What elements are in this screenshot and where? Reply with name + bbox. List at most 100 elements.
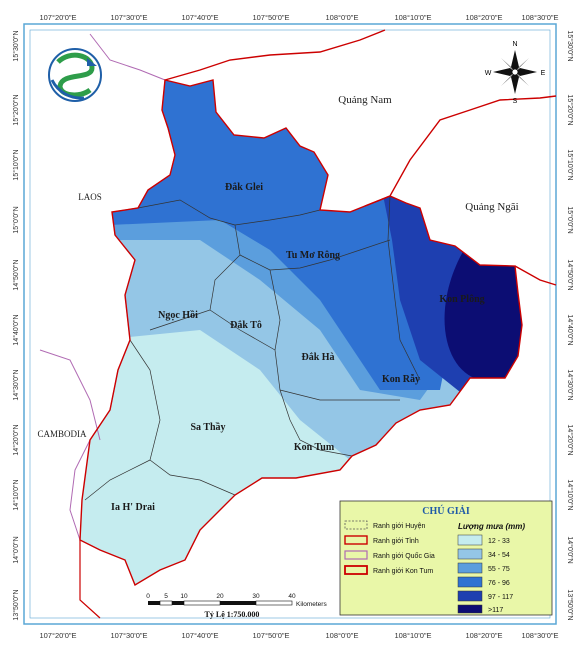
coord-top-5: 108°10'0"E xyxy=(394,13,431,22)
agency-logo xyxy=(48,48,102,102)
coord-left-7: 14°20'0"N xyxy=(12,424,20,455)
top-coordinates: 107°20'0"E 107°30'0"E 107°40'0"E 107°50'… xyxy=(39,13,558,22)
label-laos: LAOS xyxy=(78,192,102,202)
region-labels: Quảng Nam Quảng Ngãi LAOS CAMBODIA xyxy=(37,94,518,439)
compass-rose: N S W E xyxy=(485,41,546,105)
scale-ratio: Tỷ Lệ 1:750.000 xyxy=(205,610,260,619)
legend-swatch-rain-2 xyxy=(457,562,483,574)
coord-top-6: 108°20'0"E xyxy=(465,13,502,22)
legend-box xyxy=(339,500,553,616)
coord-left-1: 15°20'0"N xyxy=(12,94,20,125)
coord-top-7: 108°30'0"E xyxy=(521,13,558,22)
compass-s: S xyxy=(513,98,518,105)
legend-swatch-rain-3 xyxy=(457,576,483,588)
bottom-coordinates: 107°20'0"E 107°30'0"E 107°40'0"E 107°50'… xyxy=(39,631,558,640)
coord-top-0: 107°20'0"E xyxy=(39,13,76,22)
legend-title: CHÚ GIẢI xyxy=(422,505,470,517)
province-border-quang-nam-north xyxy=(164,29,386,81)
district-boundaries xyxy=(84,195,421,501)
left-coordinates: 15°30'0"N 15°20'0"N 15°10'0"N 15°0'0"N 1… xyxy=(12,30,20,620)
coord-right-4: 14°50'0"N xyxy=(566,259,574,290)
legend-label-national: Ranh giới Quốc Gia xyxy=(373,551,435,560)
legend-label-rain-3: 76 - 96 xyxy=(488,580,510,587)
coord-left-0: 15°30'0"N xyxy=(12,30,20,61)
coord-bottom-0: 107°20'0"E xyxy=(39,631,76,640)
zone-over-117 xyxy=(444,240,522,380)
label-dak-glei: Đắk Glei xyxy=(225,182,263,193)
legend-swatch-province xyxy=(344,535,368,545)
coord-top-1: 107°30'0"E xyxy=(110,13,147,22)
legend-swatch-rain-5 xyxy=(457,604,483,614)
district-labels: Đắk Glei Tu Mơ Rông Kon Plông Ngọc Hồi Đ… xyxy=(111,182,485,513)
coord-bottom-2: 107°40'0"E xyxy=(181,631,218,640)
coord-top-3: 107°50'0"E xyxy=(252,13,289,22)
scale-tick-20: 20 xyxy=(216,593,224,600)
legend-label-rain-0: 12 - 33 xyxy=(488,538,510,545)
compass-n: N xyxy=(512,41,517,48)
legend-swatch-rain-0 xyxy=(457,534,483,546)
coord-left-4: 14°50'0"N xyxy=(12,259,20,290)
label-cambodia: CAMBODIA xyxy=(37,429,87,439)
label-dak-ha: Đắk Hà xyxy=(301,352,334,363)
label-kon-plong: Kon Plông xyxy=(439,294,484,305)
compass-w: W xyxy=(485,70,492,77)
coord-bottom-6: 108°20'0"E xyxy=(465,631,502,640)
legend-swatch-rain-1 xyxy=(457,548,483,560)
coord-left-10: 13°50'0"N xyxy=(12,589,20,620)
legend-rain-classes: 12 - 33 34 - 54 55 - 75 76 - 96 97 - 117… xyxy=(457,534,513,614)
right-coordinates: 15°30'0"N 15°20'0"N 15°10'0"N 15°0'0"N 1… xyxy=(566,30,574,620)
label-kon-tum: Kon Tum xyxy=(294,442,335,453)
coord-left-2: 15°10'0"N xyxy=(12,149,20,180)
coord-right-3: 15°0'0"N xyxy=(566,206,574,233)
coord-bottom-5: 108°10'0"E xyxy=(394,631,431,640)
legend-label-rain-5: >117 xyxy=(488,607,503,614)
label-tu-mo-rong: Tu Mơ Rông xyxy=(286,250,340,261)
label-ia-h-drai: Ia H' Drai xyxy=(111,502,155,513)
coord-right-5: 14°40'0"N xyxy=(566,314,574,345)
legend-swatch-district xyxy=(344,520,368,530)
coord-right-1: 15°20'0"N xyxy=(566,94,574,125)
coord-left-9: 14°0'0"N xyxy=(12,536,20,563)
coord-top-4: 108°0'0"E xyxy=(326,13,359,22)
coord-right-9: 14°0'0"N xyxy=(566,536,574,563)
legend-swatch-rain-4 xyxy=(457,590,483,602)
legend-rain-title: Lượng mưa (mm) xyxy=(458,522,525,531)
legend-boundaries: Ranh giới Huyện Ranh giới Tỉnh Ranh giới… xyxy=(344,520,435,575)
coord-bottom-7: 108°30'0"E xyxy=(521,631,558,640)
label-quang-nam: Quảng Nam xyxy=(338,94,392,106)
legend-swatch-kon-tum xyxy=(344,565,368,575)
label-sa-thay: Sa Thầy xyxy=(190,422,225,433)
compass-e: E xyxy=(541,70,546,77)
scale-tick-5: 5 xyxy=(164,593,168,600)
coord-bottom-1: 107°30'0"E xyxy=(110,631,147,640)
scale-tick-0: 0 xyxy=(146,593,150,600)
coord-left-3: 15°0'0"N xyxy=(12,206,20,233)
map-inner-frame xyxy=(29,29,551,619)
scale-tick-10: 10 xyxy=(180,593,188,600)
coord-right-0: 15°30'0"N xyxy=(566,30,574,61)
coord-right-7: 14°20'0"N xyxy=(566,424,574,455)
scale-tick-40: 40 xyxy=(288,593,296,600)
label-kon-ray: Kon Rẫy xyxy=(382,374,420,385)
label-quang-ngai: Quảng Ngãi xyxy=(465,201,518,213)
legend-label-district: Ranh giới Huyện xyxy=(373,523,426,530)
coord-left-6: 14°30'0"N xyxy=(12,369,20,400)
label-dak-to: Đắk Tô xyxy=(230,320,262,331)
coord-right-10: 13°50'0"N xyxy=(566,589,574,620)
coord-left-5: 14°40'0"N xyxy=(12,314,20,345)
legend: CHÚ GIẢI Ranh giới Huyện Ranh giới Tỉnh … xyxy=(339,500,553,616)
province-border-east xyxy=(514,265,557,286)
legend-label-rain-4: 97 - 117 xyxy=(488,594,513,601)
coord-bottom-4: 108°0'0"E xyxy=(326,631,359,640)
coord-bottom-3: 107°50'0"E xyxy=(252,631,289,640)
national-border-laos-cambodia xyxy=(39,349,101,441)
legend-label-province: Ranh giới Tỉnh xyxy=(373,537,419,545)
legend-label-rain-2: 55 - 75 xyxy=(488,566,510,573)
coord-right-8: 14°10'0"N xyxy=(566,479,574,510)
coord-top-2: 107°40'0"E xyxy=(181,13,218,22)
legend-swatch-national xyxy=(344,550,368,560)
coord-right-2: 15°10'0"N xyxy=(566,149,574,180)
legend-label-rain-1: 34 - 54 xyxy=(488,552,510,559)
scale-unit: Kilometers xyxy=(296,601,327,608)
